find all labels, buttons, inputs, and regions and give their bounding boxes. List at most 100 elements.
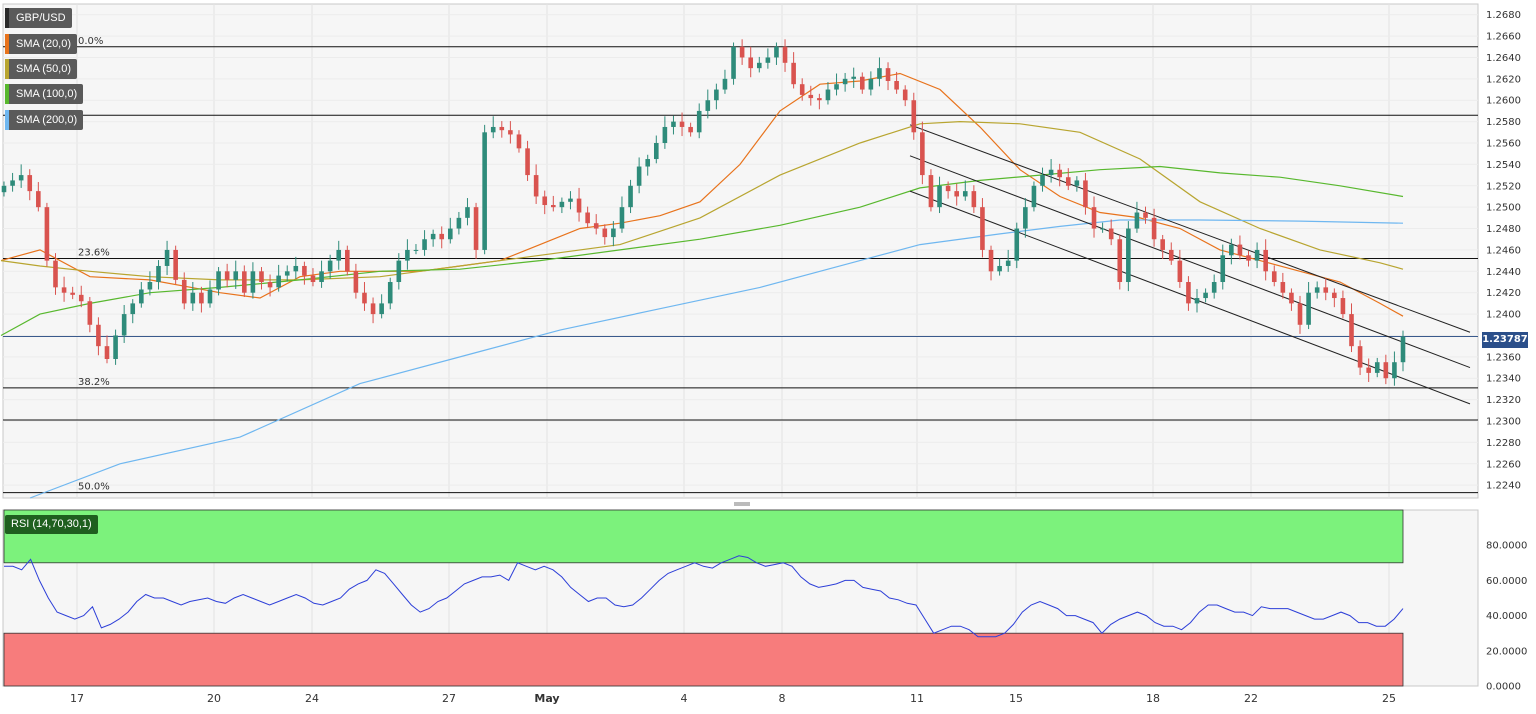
sma100-legend[interactable]: SMA (100,0) (5, 84, 84, 104)
sma20-swatch (5, 34, 9, 54)
candle (1392, 351, 1397, 386)
candle-body (799, 84, 805, 95)
candle (834, 73, 839, 96)
candle (259, 267, 264, 290)
candle-body (302, 265, 307, 276)
candle (1, 181, 7, 197)
candle (448, 217, 453, 244)
candle-body (345, 249, 350, 272)
candle-body (18, 175, 24, 181)
candle-body (147, 282, 153, 290)
candle (250, 262, 256, 299)
candle-body (1211, 282, 1217, 293)
candle (516, 130, 522, 153)
candle (765, 48, 771, 69)
candle-body (1177, 260, 1183, 283)
y-tick-label-13: 1.2420 (1486, 288, 1521, 299)
symbol-legend[interactable]: GBP/USD (5, 8, 72, 28)
candle (1057, 163, 1062, 187)
sma100-swatch (5, 84, 9, 104)
x-tick-label-11: 25 (1382, 692, 1396, 705)
candle-body (945, 185, 951, 192)
y-tick-label-6: 1.2560 (1486, 139, 1521, 150)
sma50-legend[interactable]: SMA (50,0) (5, 59, 78, 79)
candle-body (482, 132, 487, 250)
candle-body (319, 271, 324, 283)
candle-body (653, 143, 659, 160)
candle (327, 254, 333, 279)
sma20-legend[interactable]: SMA (20,0) (5, 34, 78, 54)
candle (1246, 251, 1251, 267)
candle (1211, 274, 1217, 299)
candle-body (216, 271, 221, 290)
candle (1314, 281, 1320, 299)
candle (345, 245, 350, 276)
candle-body (327, 260, 333, 272)
candle (1194, 288, 1200, 313)
x-tick-label-4: May (534, 692, 559, 705)
candle-body (36, 191, 41, 208)
candle (714, 83, 719, 110)
sma20-line (0, 72, 1404, 317)
candle-body (1040, 175, 1045, 186)
candle (319, 260, 324, 288)
candle (825, 82, 831, 105)
candle-body (44, 207, 50, 261)
candle (113, 329, 118, 365)
candle (662, 116, 668, 149)
candle-body (499, 126, 505, 131)
candle-body (662, 126, 668, 144)
sma200-swatch (5, 110, 9, 130)
candle-body (971, 191, 977, 208)
y-tick-label-5: 1.2580 (1486, 117, 1521, 128)
sma50-swatch (5, 59, 9, 79)
candle-body (645, 159, 651, 167)
candle (1100, 222, 1105, 233)
rsi-legend[interactable]: RSI (14,70,30,1) (5, 515, 98, 534)
candle-body (53, 260, 58, 288)
candle-body (242, 271, 247, 293)
candle (1366, 358, 1371, 382)
candle-body (259, 271, 264, 283)
candle (585, 206, 590, 228)
candle-body (1074, 180, 1080, 186)
candle (156, 260, 161, 290)
candle (181, 272, 187, 310)
candle-body (1126, 228, 1131, 283)
candle-body (284, 271, 290, 276)
candle (293, 256, 299, 279)
candle-body (1289, 292, 1294, 304)
candle-body (962, 191, 968, 197)
candle-body (70, 292, 75, 295)
candle (379, 294, 384, 319)
candlesticks (1, 39, 1406, 386)
y-tick-label-11: 1.2460 (1486, 245, 1521, 256)
candle (1151, 208, 1157, 247)
candle-body (370, 303, 376, 315)
candle (808, 85, 814, 106)
candle-body (448, 228, 453, 240)
candle (1023, 198, 1028, 238)
y-tick-label-10: 1.2480 (1486, 224, 1521, 235)
candle-body (748, 57, 754, 69)
candle-body (164, 249, 170, 266)
fibonacci-labels: 0.0% 23.6% 38.2% 50.0% (78, 36, 110, 493)
candle (422, 230, 427, 256)
sma200-legend[interactable]: SMA (200,0) (5, 110, 84, 130)
candle (370, 297, 376, 324)
candle-body (1100, 228, 1105, 230)
candle-body (782, 46, 788, 63)
candle (688, 122, 693, 137)
y-tick-label-20: 1.2280 (1486, 438, 1521, 449)
chart-background (2, 3, 1479, 687)
candle-body (250, 271, 256, 293)
candle-body (997, 265, 1002, 272)
sma200-label: SMA (200,0) (16, 114, 78, 126)
candle (267, 274, 273, 297)
candle (242, 265, 247, 297)
panel-divider-handle (734, 502, 750, 506)
candle (27, 169, 33, 201)
candle-body (1323, 287, 1329, 293)
candle (78, 285, 84, 308)
candle-body (1005, 260, 1011, 266)
